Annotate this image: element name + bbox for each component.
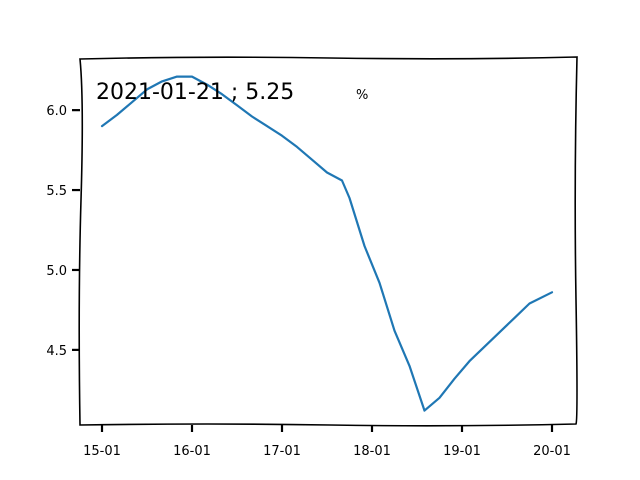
x-tick-label: 16-01 (173, 444, 211, 459)
x-tick-label: 15-01 (83, 444, 121, 459)
annotation-text: 2021-01-21 ; 5.25 (96, 80, 294, 105)
x-axis: 15-01 16-01 17-01 18-01 19-01 20-01 (83, 425, 571, 459)
y-tick-label: 5.0 (46, 264, 67, 279)
y-tick-label: 4.5 (46, 344, 67, 359)
series-line (100, 75, 554, 412)
annotation: 2021-01-21 ; 5.25 % (96, 80, 368, 105)
annotation-unit: % (356, 88, 368, 103)
x-tick-label: 19-01 (443, 444, 481, 459)
y-tick-label: 5.5 (46, 184, 67, 199)
y-tick-label: 6.0 (46, 104, 67, 119)
y-axis: 4.5 5.0 5.5 6.0 (46, 104, 80, 359)
x-tick-label: 20-01 (533, 444, 571, 459)
x-tick-label: 17-01 (263, 444, 301, 459)
plot-frame (78, 56, 578, 427)
x-tick-label: 18-01 (353, 444, 391, 459)
